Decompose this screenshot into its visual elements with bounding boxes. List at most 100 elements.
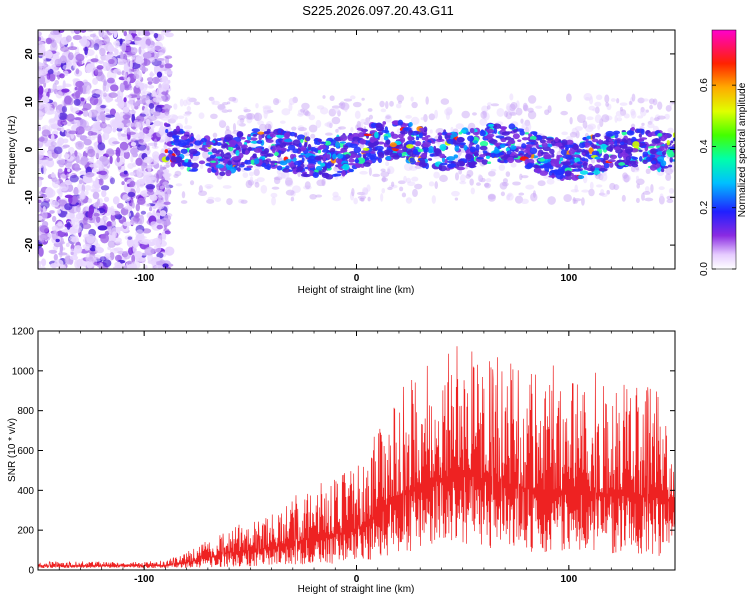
noise-blob [109, 108, 117, 116]
signal-blob [377, 151, 384, 157]
halo-blob [636, 183, 641, 189]
noise-blob [122, 221, 132, 227]
noise-blob [94, 90, 104, 95]
snr-x-tick-label: 100 [560, 574, 577, 585]
signal-blob [389, 142, 397, 148]
noise-blob [76, 204, 81, 213]
halo-blob [271, 186, 280, 190]
halo-blob [561, 131, 569, 136]
signal-blob [175, 149, 181, 157]
signal-blob [251, 128, 261, 133]
noise-blob [92, 121, 103, 131]
noise-blob [60, 46, 70, 52]
signal-blob [360, 150, 370, 154]
signal-blob [209, 154, 217, 159]
signal-blob [594, 156, 601, 160]
noise-blob [38, 238, 45, 243]
noise-blob [164, 69, 174, 75]
noise-blob [117, 261, 121, 268]
noise-blob [135, 115, 145, 123]
halo-blob [507, 193, 512, 197]
signal-blob [508, 123, 516, 130]
noise-blob [50, 41, 58, 52]
noise-blob [59, 55, 67, 64]
halo-blob [206, 185, 212, 190]
signal-blob [449, 163, 457, 168]
signal-blob [317, 138, 322, 142]
halo-blob [300, 108, 305, 113]
signal-blob [298, 154, 304, 158]
noise-blob [152, 111, 161, 117]
signal-blob [553, 159, 560, 166]
signal-blob [320, 141, 327, 145]
signal-blob [507, 156, 515, 164]
snr-y-tick-label: 400 [17, 486, 34, 497]
noise-blob [86, 84, 91, 95]
halo-blob [461, 110, 471, 119]
signal-blob [256, 140, 263, 144]
signal-blob [278, 138, 283, 141]
halo-blob [582, 174, 588, 184]
noise-blob [112, 47, 117, 53]
signal-blob [200, 137, 207, 143]
signal-blob [399, 137, 406, 144]
signal-blob [433, 145, 437, 153]
signal-blob [339, 134, 348, 142]
halo-blob [569, 131, 578, 138]
noise-blob [89, 95, 99, 106]
signal-blob [647, 133, 652, 138]
noise-blob [123, 71, 127, 81]
signal-blob [482, 150, 488, 154]
noise-blob [135, 186, 141, 194]
halo-blob [544, 109, 550, 116]
signal-blob [356, 127, 364, 131]
spectrogram-y-tick-label: 0 [24, 146, 35, 152]
halo-blob [331, 105, 341, 109]
signal-blob [170, 141, 174, 145]
noise-blob [57, 199, 68, 207]
halo-blob [281, 108, 291, 116]
halo-blob [159, 185, 165, 190]
signal-blob [541, 142, 548, 148]
noise-blob [144, 246, 155, 256]
noise-blob [73, 98, 81, 106]
signal-blob [608, 138, 614, 142]
noise-blob [129, 60, 133, 70]
signal-blob [571, 174, 579, 181]
noise-blob [59, 249, 63, 258]
halo-blob [210, 113, 218, 119]
signal-blob [527, 147, 531, 154]
spectrogram-y-axis-label: Frequency (Hz) [7, 116, 18, 185]
signal-blob [198, 160, 206, 165]
noise-blob [153, 41, 164, 52]
signal-blob [236, 167, 241, 172]
noise-blob [109, 155, 113, 165]
halo-blob [631, 93, 636, 102]
noise-blob [131, 113, 136, 123]
noise-blob [118, 156, 126, 165]
signal-blob [649, 143, 657, 147]
signal-blob [288, 169, 293, 172]
noise-blob [50, 133, 55, 143]
halo-blob [249, 176, 254, 182]
halo-blob [351, 187, 355, 197]
noise-blob [72, 35, 82, 41]
noise-blob [123, 97, 127, 103]
halo-blob [228, 96, 237, 102]
noise-blob [62, 144, 70, 148]
halo-blob [623, 113, 630, 119]
noise-blob [164, 55, 173, 59]
halo-blob [635, 197, 640, 204]
noise-blob [41, 95, 50, 104]
signal-blob [244, 149, 249, 155]
halo-blob [297, 112, 304, 117]
signal-blob [348, 168, 354, 173]
noise-blob [126, 237, 134, 248]
signal-blob [274, 151, 279, 157]
halo-blob [510, 101, 518, 110]
signal-blob [506, 150, 512, 155]
signal-blob [257, 131, 265, 135]
halo-blob [308, 114, 316, 121]
noise-blob [135, 203, 141, 212]
noise-blob [163, 214, 172, 221]
